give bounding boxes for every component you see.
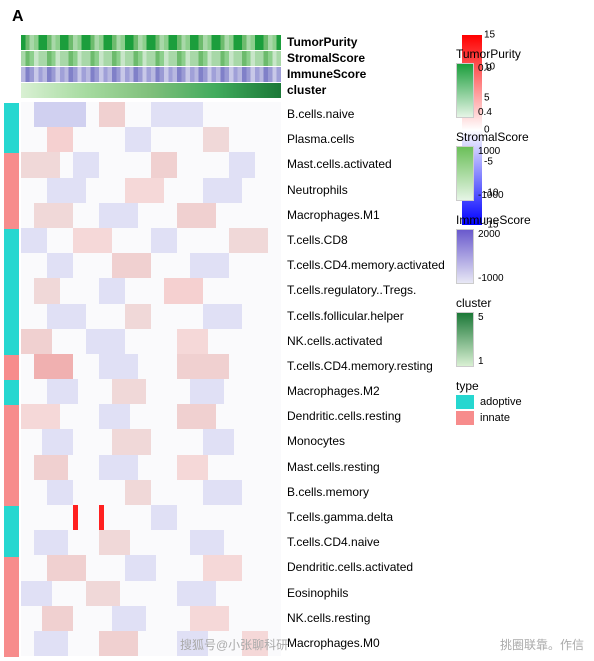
heatmap-row: [21, 404, 281, 429]
legend-title: TumorPurity: [456, 47, 586, 61]
legend-colorbar: [456, 63, 474, 118]
heatmap-row: [21, 429, 281, 454]
heatmap-row: [21, 329, 281, 354]
annotation-bar: [21, 67, 281, 82]
row-label: Mast.cells.activated: [287, 152, 445, 177]
heatmap-row: [21, 455, 281, 480]
legend-title: cluster: [456, 296, 586, 310]
type-segment: [4, 557, 19, 658]
row-label: Eosinophils: [287, 581, 445, 606]
legend-title: ImmuneScore: [456, 213, 586, 227]
annotation-bar: [21, 51, 281, 66]
row-label: B.cells.naive: [287, 102, 445, 127]
heatmap-row: [21, 203, 281, 228]
heatmap-row: [21, 505, 281, 530]
row-label: Dendritic.cells.activated: [287, 555, 445, 580]
row-label: Mast.cells.resting: [287, 455, 445, 480]
legend-swatch: [456, 411, 474, 425]
annotation-label: StromalScore: [287, 51, 445, 66]
row-label: T.cells.CD8: [287, 228, 445, 253]
legend-item: adoptive: [456, 395, 586, 409]
legend-label: innate: [480, 412, 510, 424]
legend-discrete: type adoptive innate: [456, 379, 586, 425]
heatmap-row: [21, 555, 281, 580]
watermark-left: 搜狐号@小张聊科研: [180, 636, 288, 653]
legend-ticks: 0.90.4: [478, 63, 492, 118]
annotation-label: ImmuneScore: [287, 67, 445, 82]
panel-label: A: [12, 8, 24, 26]
row-label: T.cells.regulatory..Tregs.: [287, 278, 445, 303]
legend-colorbar: [456, 146, 474, 201]
legend-scale: TumorPurity 0.90.4: [456, 47, 586, 118]
row-label: Neutrophils: [287, 178, 445, 203]
legend-colorbar: [456, 229, 474, 284]
row-label: T.cells.follicular.helper: [287, 304, 445, 329]
row-labels: B.cells.naivePlasma.cellsMast.cells.acti…: [287, 102, 445, 656]
legend-ticks: 1000-1000: [478, 146, 504, 201]
legends-panel: TumorPurity 0.90.4 StromalScore 1000-1000 Im…: [456, 35, 586, 425]
legend-scale: cluster 51: [456, 296, 586, 367]
heatmap-main: TumorPurityStromalScoreImmuneScorecluste…: [4, 35, 445, 657]
legend-scale: ImmuneScore 2000-1000: [456, 213, 586, 284]
heatmap-row: [21, 253, 281, 278]
annotation-labels: TumorPurityStromalScoreImmuneScorecluste…: [287, 35, 445, 98]
heatmap-row: [21, 278, 281, 303]
row-label: Monocytes: [287, 429, 445, 454]
heatmap-row: [21, 228, 281, 253]
legend-ticks: 51: [478, 312, 484, 367]
heatmap-row: [21, 127, 281, 152]
type-segment: [4, 506, 19, 556]
legend-item: innate: [456, 411, 586, 425]
legend-colorbar: [456, 312, 474, 367]
heatmap-row: [21, 304, 281, 329]
annotation-label: cluster: [287, 83, 445, 98]
legend-swatch: [456, 395, 474, 409]
legend-label: adoptive: [480, 396, 522, 408]
heatmap-row: [21, 606, 281, 631]
annotation-bar: [21, 35, 281, 50]
heatmap-row: [21, 152, 281, 177]
legend-scale: StromalScore 1000-1000: [456, 130, 586, 201]
heatmap-row: [21, 379, 281, 404]
row-label: T.cells.CD4.memory.activated: [287, 253, 445, 278]
heatmap-rows: [21, 102, 281, 656]
watermark-right: 挑圈联靠。作信: [500, 636, 584, 653]
type-segment: [4, 405, 19, 506]
type-segment: [4, 229, 19, 355]
row-label: T.cells.gamma.delta: [287, 505, 445, 530]
heatmap-row: [21, 530, 281, 555]
annotation-label: TumorPurity: [287, 35, 445, 50]
annotation-bar: [21, 83, 281, 98]
legend-ticks: 2000-1000: [478, 229, 504, 284]
type-segment: [4, 355, 19, 380]
row-label: Macrophages.M2: [287, 379, 445, 404]
row-label: Plasma.cells: [287, 127, 445, 152]
row-label: Macrophages.M0: [287, 631, 445, 656]
legend-title: type: [456, 379, 586, 393]
heatmap-area: [21, 35, 281, 657]
row-label: NK.cells.resting: [287, 606, 445, 631]
heatmap-row: [21, 480, 281, 505]
row-label: NK.cells.activated: [287, 329, 445, 354]
type-segment: [4, 153, 19, 229]
heatmap-row: [21, 581, 281, 606]
annotation-bars: [21, 35, 281, 98]
heatmap-row: [21, 102, 281, 127]
row-label: T.cells.CD4.naive: [287, 530, 445, 555]
heatmap-row: [21, 178, 281, 203]
row-label: Macrophages.M1: [287, 203, 445, 228]
type-segment: [4, 103, 19, 153]
labels-column: TumorPurityStromalScoreImmuneScorecluste…: [287, 35, 445, 657]
type-segment: [4, 380, 19, 405]
row-label: Dendritic.cells.resting: [287, 404, 445, 429]
row-label: B.cells.memory: [287, 480, 445, 505]
legend-title: StromalScore: [456, 130, 586, 144]
row-label: T.cells.CD4.memory.resting: [287, 354, 445, 379]
heatmap-row: [21, 354, 281, 379]
type-sidebar: [4, 103, 19, 657]
